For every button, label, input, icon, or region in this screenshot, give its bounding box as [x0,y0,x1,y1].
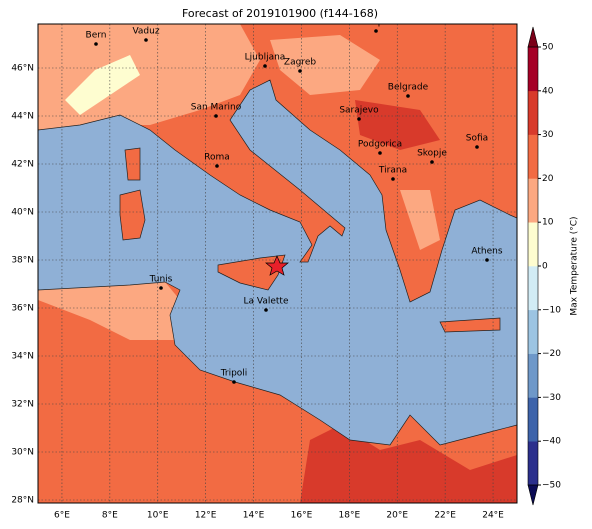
city-label: Tirana [378,166,407,176]
city-dot [406,94,410,98]
island [119,189,146,241]
colorbar-label: Max Temperature (°C) [570,216,580,315]
colorbar-band [528,353,538,398]
city-label: Vaduz [132,27,159,37]
colorbar-band [528,222,538,267]
city-dot [215,164,219,168]
lon-tick-label: 20°E [386,511,408,521]
city-label: Skopje [417,149,447,159]
city-dot [357,117,361,121]
city-dot [378,151,382,155]
lat-tick-label: 28°N [11,495,34,505]
city-dot [430,160,434,164]
city-label: Zagreb [284,58,316,68]
colorbar-tick-label: −50 [542,481,561,491]
temp-zone [38,282,180,340]
colorbar-tick-label: −40 [542,437,561,447]
city-dot [263,64,267,68]
lon-tick-label: 14°E [243,511,265,521]
city-label: Ljubljana [245,53,286,63]
colorbar-band [528,266,538,311]
city-dot [391,177,395,181]
lon-tick-label: 12°E [195,511,217,521]
city-dot [374,29,378,33]
map-frame [37,23,518,504]
city-dot [144,38,148,42]
colorbar-tick-label: 50 [542,43,554,53]
city-label: Budapest [355,18,398,28]
city-label: Podgorica [358,140,402,150]
colorbar-band [528,178,538,223]
graticule [38,24,517,503]
city-dot [264,308,268,312]
city-label: Tunis [149,275,173,285]
colorbar-band [528,134,538,179]
lat-tick-label: 36°N [11,303,34,313]
lat-tick-label: 40°N [11,207,34,217]
colorbar-over [527,26,539,48]
colorbar-tick-label: −10 [542,305,561,315]
city-label: Athens [471,247,502,257]
colorbar-under [527,484,539,506]
lon-tick-label: 10°E [147,511,169,521]
colorbar-band [528,441,538,486]
lon-tick-label: 8°E [102,511,118,521]
colorbar-band [528,397,538,442]
city-dot [214,114,218,118]
colorbar-tick-label: −30 [542,393,561,403]
lon-tick-label: 6°E [54,511,70,521]
city-dot [232,380,236,384]
city-label: Roma [204,153,230,163]
colorbar: −50 −40 −30 −20 −10 0 10 20 30 40 50 [527,26,561,506]
lon-tick-label: 18°E [339,511,361,521]
lat-tick-label: 34°N [11,351,34,361]
city-label: Sarajevo [339,106,379,116]
city-label: La Valette [244,297,289,307]
lat-tick-label: 42°N [11,159,34,169]
colorbar-tick-label: 0 [542,262,548,272]
title: Forecast of 2019101900 (f144-168) [182,7,378,20]
city-dot [485,258,489,262]
colorbar-tick-label: 20 [542,174,554,184]
lat-tick-label: 30°N [11,447,34,457]
colorbar-band [528,90,538,135]
colorbar-band [528,47,538,92]
city-dot [298,69,302,73]
city-dot [159,286,163,290]
city-label: Sofia [466,134,488,144]
city-dot [94,42,98,46]
city-dot [475,145,479,149]
temp-zone [355,100,440,150]
colorbar-band [528,309,538,354]
lon-tick-label: 24°E [482,511,504,521]
lat-tick-label: 44°N [11,111,34,121]
city-label: Tripoli [220,369,248,379]
colorbar-tick-label: −20 [542,349,561,359]
city-label: San Marino [191,103,242,113]
temp-zone [300,425,517,503]
temp-zone [270,35,380,95]
axes: 6°E 8°E 10°E 12°E 14°E 16°E 18°E 20°E 22°E 24°E 28… [11,63,504,520]
colorbar-tick-label: 30 [542,130,554,140]
lat-tick-label: 46°N [11,63,34,73]
temp-zone [400,190,440,250]
city-label: Bern [86,31,107,41]
temp-zone [65,55,140,115]
colorbar-tick-label: 10 [542,218,554,228]
lon-tick-label: 16°E [291,511,313,521]
colorbar-tick-label: 40 [542,86,554,96]
lat-tick-label: 38°N [11,255,34,265]
island [439,317,501,333]
city-label: Belgrade [388,83,429,93]
lat-tick-label: 32°N [11,399,34,409]
lon-tick-label: 22°E [434,511,456,521]
forecast-point [265,255,289,276]
